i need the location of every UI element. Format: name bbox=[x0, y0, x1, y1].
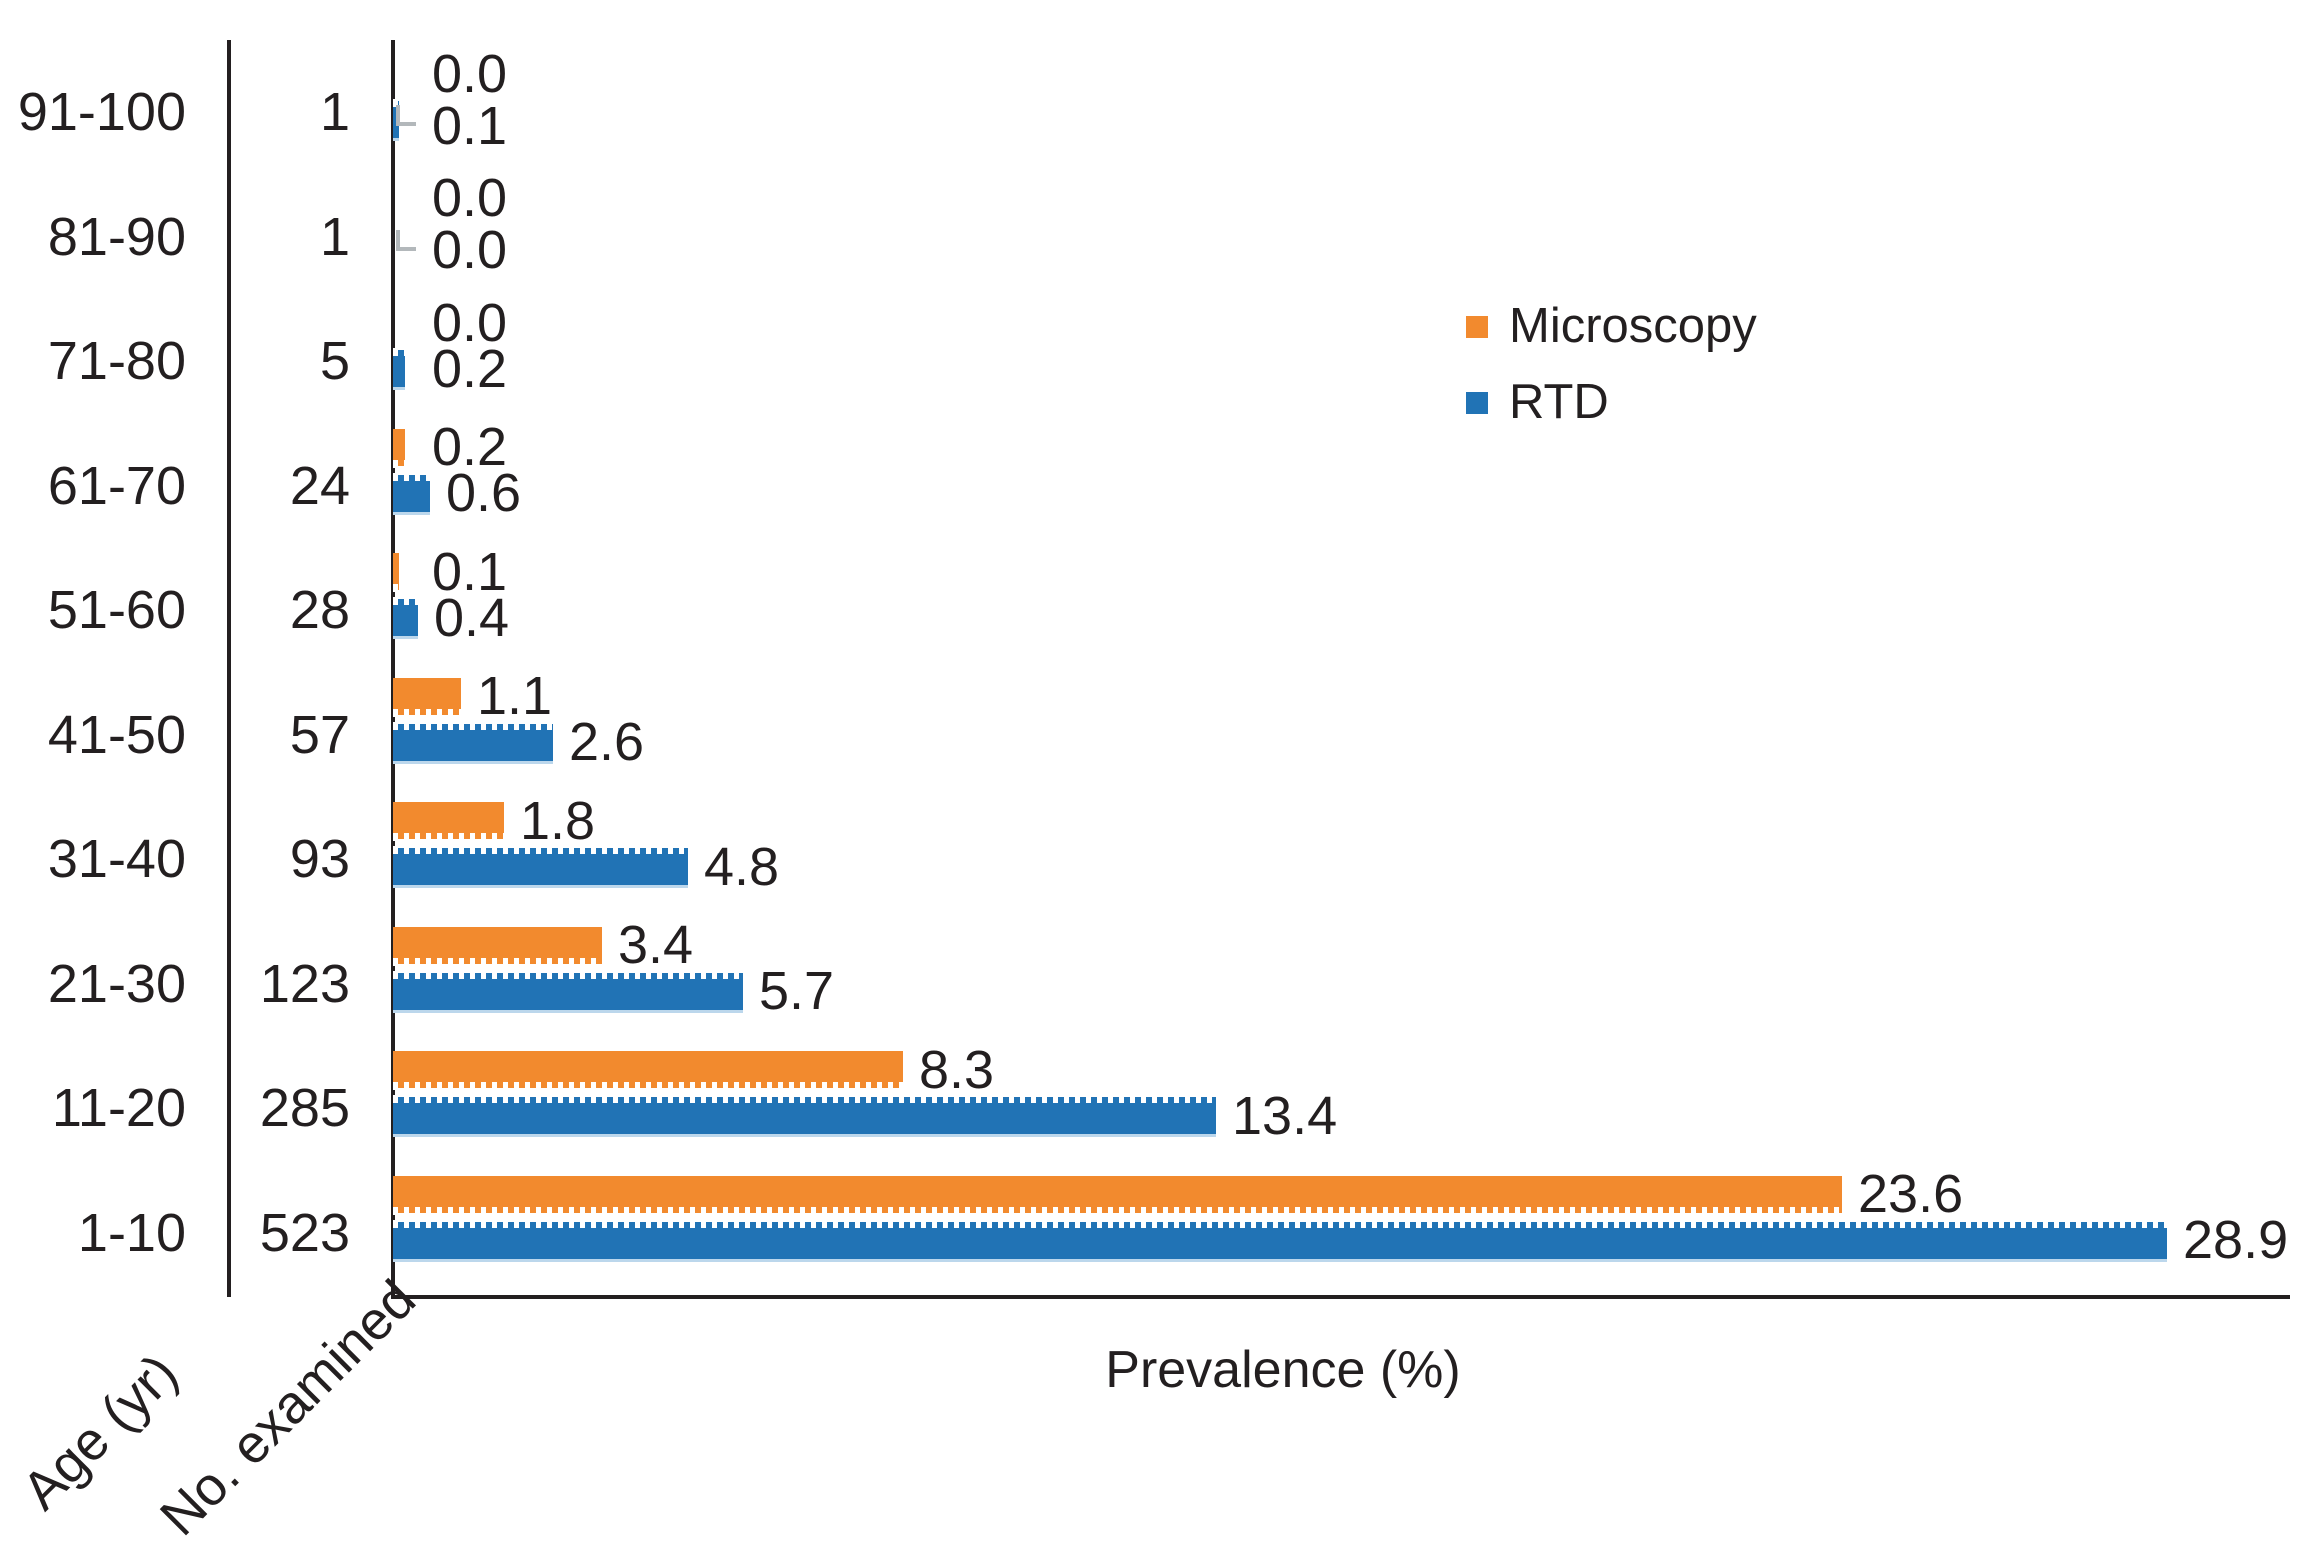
no-examined-value: 1 bbox=[319, 206, 350, 267]
category-label: 61-70 bbox=[47, 455, 186, 516]
microscopy-value-label: 0.0 bbox=[432, 43, 508, 104]
no-examined-value: 1 bbox=[319, 82, 350, 142]
x-axis-line bbox=[391, 1295, 2290, 1299]
x-axis-title: Prevalence (%) bbox=[1105, 1341, 1461, 1399]
label-leader-line bbox=[396, 229, 416, 251]
rtd-bar bbox=[393, 348, 405, 387]
microscopy-value-label: 23.6 bbox=[1858, 1164, 1964, 1224]
rtd-value-label: 13.4 bbox=[1232, 1085, 1338, 1146]
no-examined-value: 123 bbox=[259, 953, 350, 1014]
no-examined-value: 5 bbox=[319, 331, 350, 391]
category-label: 81-90 bbox=[47, 206, 186, 267]
rtd-value-label: 0.2 bbox=[432, 338, 508, 399]
rtd-value-label: 2.6 bbox=[569, 712, 645, 772]
microscopy-bar bbox=[393, 1175, 1842, 1215]
rtd-value-label: 0.0 bbox=[432, 220, 508, 280]
category-label: 31-40 bbox=[47, 829, 186, 889]
rtd-value-label: 28.9 bbox=[2183, 1210, 2289, 1270]
rtd-bar bbox=[393, 597, 418, 636]
no-examined-value: 57 bbox=[289, 704, 350, 765]
microscopy-bar bbox=[393, 802, 504, 841]
microscopy-value-label: 3.4 bbox=[618, 915, 694, 975]
rtd-value-label: 0.4 bbox=[434, 587, 510, 648]
rtd-bar bbox=[393, 472, 430, 512]
microscopy-value-label: 0.2 bbox=[432, 417, 508, 477]
microscopy-bar bbox=[393, 1051, 903, 1090]
category-label: 11-20 bbox=[51, 1078, 186, 1138]
legend: Microscopy RTD bbox=[1466, 299, 1757, 429]
rtd-swatch-icon bbox=[1466, 391, 1488, 414]
rtd-value-label: 0.1 bbox=[432, 95, 508, 156]
category-label: 41-50 bbox=[47, 704, 186, 765]
rtd-bar bbox=[393, 1219, 2167, 1259]
microscopy-value-label: 1.8 bbox=[520, 790, 596, 851]
microscopy-bar bbox=[393, 926, 602, 966]
microscopy-value-label: 0.0 bbox=[432, 292, 508, 353]
no-examined-value: 28 bbox=[289, 580, 350, 640]
microscopy-value-label: 0.0 bbox=[432, 168, 508, 228]
count-column-title: No. examined bbox=[148, 1268, 428, 1548]
legend-item-microscopy: Microscopy bbox=[1466, 299, 1757, 353]
rtd-bar bbox=[393, 970, 743, 1010]
legend-label-microscopy: Microscopy bbox=[1509, 299, 1757, 353]
no-examined-value: 523 bbox=[259, 1202, 350, 1263]
microscopy-bar bbox=[393, 553, 399, 592]
category-label: 1-10 bbox=[77, 1202, 186, 1263]
rtd-bar bbox=[393, 846, 688, 885]
category-label: 91-100 bbox=[17, 82, 186, 142]
microscopy-value-label: 1.1 bbox=[477, 666, 553, 726]
rtd-bar bbox=[393, 721, 553, 761]
legend-item-rtd: RTD bbox=[1466, 375, 1757, 429]
rtd-bar bbox=[393, 1095, 1216, 1134]
category-label: 71-80 bbox=[47, 331, 186, 391]
no-examined-value: 93 bbox=[289, 829, 350, 889]
y-axis-line bbox=[391, 40, 395, 1299]
category-label: 21-30 bbox=[47, 953, 186, 1014]
rtd-value-label: 5.7 bbox=[759, 961, 835, 1021]
column-divider-line bbox=[227, 40, 231, 1297]
legend-label-rtd: RTD bbox=[1509, 375, 1609, 429]
microscopy-bar bbox=[393, 677, 461, 717]
rtd-value-label: 4.8 bbox=[704, 836, 780, 897]
microscopy-value-label: 8.3 bbox=[919, 1039, 995, 1100]
microscopy-swatch-icon bbox=[1466, 315, 1488, 338]
microscopy-value-label: 0.1 bbox=[432, 541, 508, 602]
no-examined-value: 24 bbox=[289, 455, 350, 516]
category-label: 51-60 bbox=[47, 580, 186, 640]
microscopy-bar bbox=[393, 428, 405, 468]
label-leader-line bbox=[396, 105, 416, 126]
no-examined-value: 285 bbox=[259, 1078, 350, 1138]
rtd-value-label: 0.6 bbox=[446, 463, 522, 523]
